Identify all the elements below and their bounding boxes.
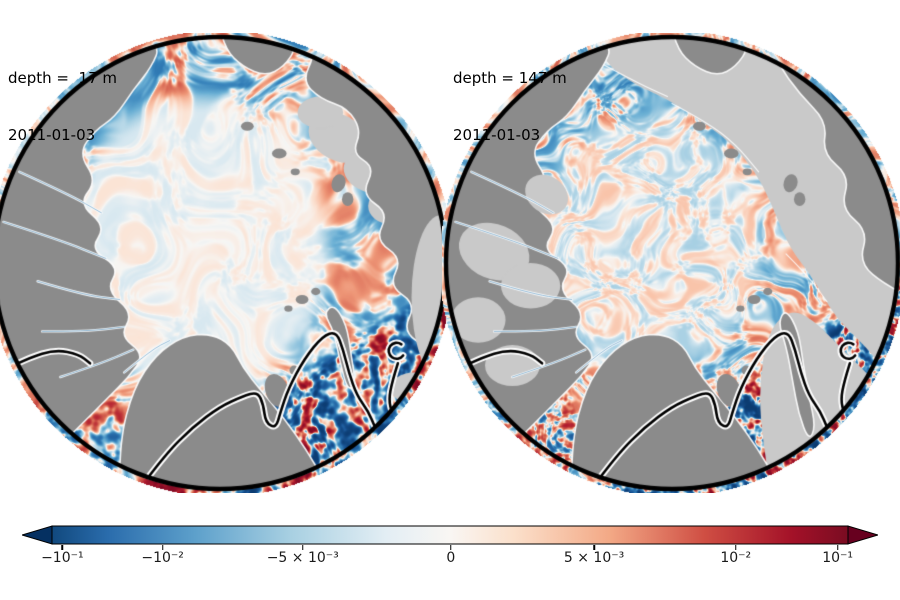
panel-title-right: depth = 147 m 2011-01-03 [453, 31, 567, 183]
colorbar-tick [593, 545, 595, 550]
colorbar-tick-label: −10⁻² [141, 550, 184, 566]
colorbar-gradient-bar [51, 525, 849, 545]
colorbar-right-arrow [847, 525, 878, 545]
colorbar-tick [161, 545, 164, 550]
colorbar-tick [301, 545, 304, 550]
colorbar-tick-label: 5 × 10⁻³ [563, 550, 625, 566]
depth-label-right: depth = 147 m [453, 69, 567, 87]
panel-title-left: depth = 17 m 2011-01-03 [8, 31, 117, 183]
colorbar [22, 525, 878, 545]
colorbar-tick [836, 545, 839, 550]
map-panel-depth-147m [442, 33, 900, 493]
colorbar-tick [450, 545, 452, 550]
colorbar-tick-label: 0 [446, 550, 456, 566]
colorbar-tick-label: −5 × 10⁻³ [266, 550, 339, 566]
depth-label-left: depth = 17 m [8, 69, 117, 87]
date-label-left: 2011-01-03 [8, 126, 96, 144]
colorbar-tick [735, 545, 737, 550]
colorbar-tick-label: 10⁻² [720, 550, 752, 566]
date-label-right: 2011-01-03 [453, 126, 541, 144]
colorbar-tick-label: −10⁻¹ [41, 550, 84, 566]
map-panel-depth-17m [0, 33, 450, 493]
colorbar-tick-label: 10⁻¹ [822, 550, 854, 566]
colorbar-left-arrow [22, 525, 53, 545]
colorbar-tick [61, 545, 64, 550]
